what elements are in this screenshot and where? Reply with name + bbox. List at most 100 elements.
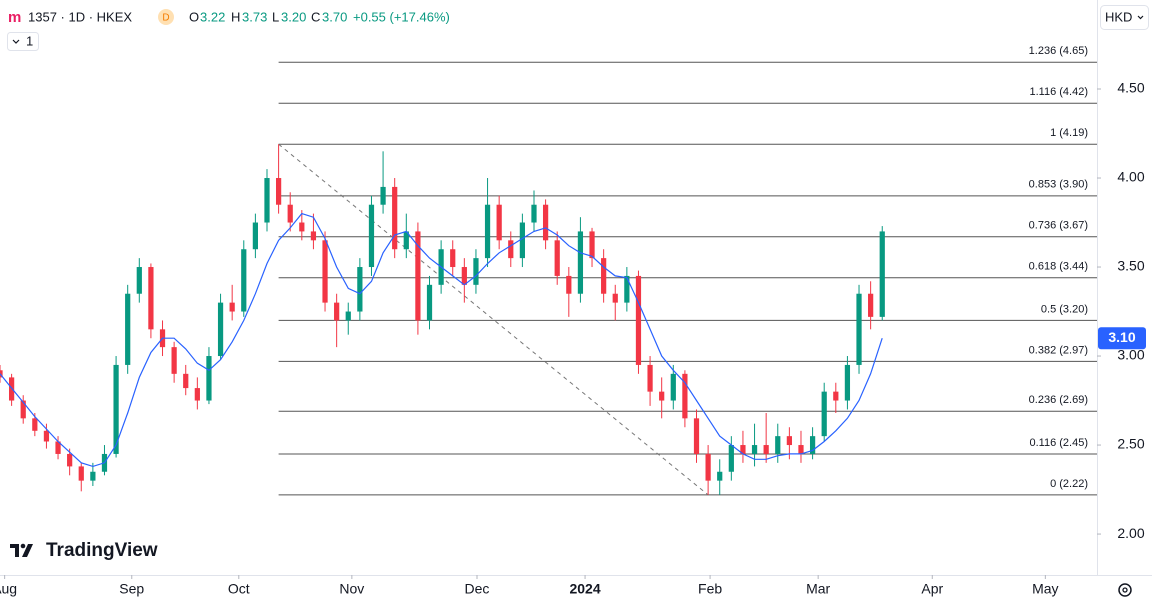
y-tick-label: 2.50 <box>1117 436 1144 452</box>
candle-body <box>717 471 723 481</box>
change: +0.55 (+17.46%) <box>353 9 450 24</box>
candle-body <box>241 249 247 312</box>
candle-body <box>67 453 73 467</box>
ma-last-label: 3.10 <box>1108 329 1135 345</box>
candle-body <box>55 441 61 454</box>
candle-body <box>531 204 537 223</box>
c-key: C <box>311 9 320 24</box>
toggle-chevron <box>12 39 20 44</box>
x-tick-label: Dec <box>465 581 490 597</box>
fib-label: 0.236 (2.69) <box>1029 394 1088 406</box>
candle-body <box>183 373 189 389</box>
currency-button[interactable] <box>1100 5 1149 30</box>
candle-body <box>252 222 258 250</box>
o-key: O <box>189 9 199 24</box>
x-tick-label: Sep <box>119 581 144 597</box>
delay-badge <box>158 9 174 25</box>
candle-body <box>392 186 398 250</box>
y-tick-label: 3.50 <box>1117 258 1144 274</box>
candle-body <box>403 231 409 250</box>
y-tick-label: 4.00 <box>1117 169 1144 185</box>
candle-body <box>624 275 630 303</box>
currency: HKD <box>1105 9 1132 24</box>
candle-body <box>775 436 781 454</box>
h-value: 3.73 <box>242 9 267 24</box>
candle-body <box>426 284 433 321</box>
candle-body <box>856 293 862 365</box>
candle-body <box>299 222 305 232</box>
candle-body <box>566 275 572 294</box>
candle-body <box>577 231 584 294</box>
candle-body <box>670 373 676 401</box>
ma-last-box <box>1098 327 1146 350</box>
fib-label: 0.382 (2.97) <box>1029 344 1088 356</box>
plot-area: 1.236 (4.65) 1.116 (4.42) 1 (4.19) 0.853 (3… <box>0 45 1097 496</box>
y-tick-label: 3.00 <box>1117 347 1144 363</box>
moving-average <box>0 212 883 468</box>
candle-body <box>496 204 502 241</box>
candle-body <box>194 388 200 401</box>
symbol-title[interactable]: 1357 · 1D · HKEX <box>28 9 132 24</box>
candle-body <box>78 466 84 481</box>
fib-label: 1 (4.19) <box>1050 127 1088 139</box>
candle-body <box>659 391 665 401</box>
candle-body <box>484 204 491 259</box>
candle-body <box>322 240 328 303</box>
candle-body <box>821 391 827 437</box>
candle-body <box>635 275 642 365</box>
candle-body <box>647 364 653 392</box>
candle-body <box>113 364 119 454</box>
candle-body <box>461 267 467 285</box>
candle-body <box>809 436 816 454</box>
y-tick-label: 4.50 <box>1117 80 1144 96</box>
candle-body <box>380 186 386 205</box>
candle-body <box>519 222 525 259</box>
fib-label: 0.5 (3.20) <box>1041 303 1088 315</box>
candle-body <box>798 445 804 454</box>
candle-body <box>148 267 154 330</box>
candle-body <box>345 311 351 321</box>
candle-body <box>32 418 38 431</box>
x-tick-label: Nov <box>339 581 364 597</box>
l-key: L <box>272 9 279 24</box>
candle-body <box>844 364 851 401</box>
candle-body <box>275 178 282 205</box>
candle-body <box>879 231 885 317</box>
candle-body <box>542 204 549 241</box>
candle-body <box>217 302 224 357</box>
ohlc-legend: O 3.22 H 3.73 L 3.20 C 3.70 +0.55 (+17.4… <box>189 9 450 24</box>
candle-body <box>740 445 746 454</box>
x-tick-label: 2024 <box>569 581 600 597</box>
candle-body <box>90 471 96 481</box>
fib-label: 0.116 (2.45) <box>1029 437 1088 449</box>
candle-body <box>554 240 560 276</box>
interval-toggle[interactable] <box>7 32 39 51</box>
fib-label: 0.853 (3.90) <box>1029 179 1088 191</box>
candle-body <box>693 418 700 454</box>
candle-body <box>136 267 142 294</box>
candle-body <box>450 249 456 268</box>
brand-name: TradingView <box>46 540 158 561</box>
candle-body <box>229 302 235 312</box>
h-key: H <box>231 9 240 24</box>
settings-icon[interactable] <box>1118 583 1132 597</box>
candle-body <box>0 370 3 378</box>
candle-body <box>368 204 375 268</box>
candle-body <box>508 240 514 259</box>
candle-body <box>751 445 758 454</box>
x-tick-label: Apr <box>921 581 943 597</box>
candle-body <box>125 293 131 365</box>
o-value: 3.22 <box>200 9 225 24</box>
candle-body <box>287 204 293 223</box>
fib-label: 1.116 (4.42) <box>1029 86 1088 98</box>
symbol-icon: m <box>8 9 21 26</box>
fib-label: 0.736 (3.67) <box>1029 220 1088 232</box>
candle-body <box>334 302 340 321</box>
x-tick-label: Feb <box>698 581 722 597</box>
candle-body <box>763 445 769 454</box>
x-tick-label: Mar <box>806 581 830 597</box>
candle-body <box>705 453 711 481</box>
fib-label: 1.236 (4.65) <box>1029 45 1088 57</box>
